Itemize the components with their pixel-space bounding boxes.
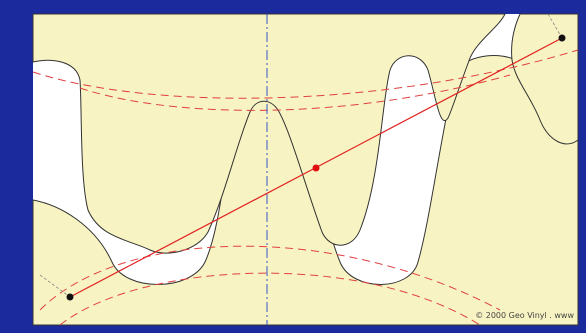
watermark: © 2000 Geo Vinyl . www [475, 311, 574, 320]
page: {"watermark": "© 2000 Geo Vinyl . www"} … [0, 0, 586, 333]
tangent-point [67, 294, 74, 301]
pitch-point [313, 165, 320, 172]
tangent-point [559, 35, 566, 42]
gear-mesh-diagram: © 2000 Geo Vinyl . www [0, 0, 586, 333]
